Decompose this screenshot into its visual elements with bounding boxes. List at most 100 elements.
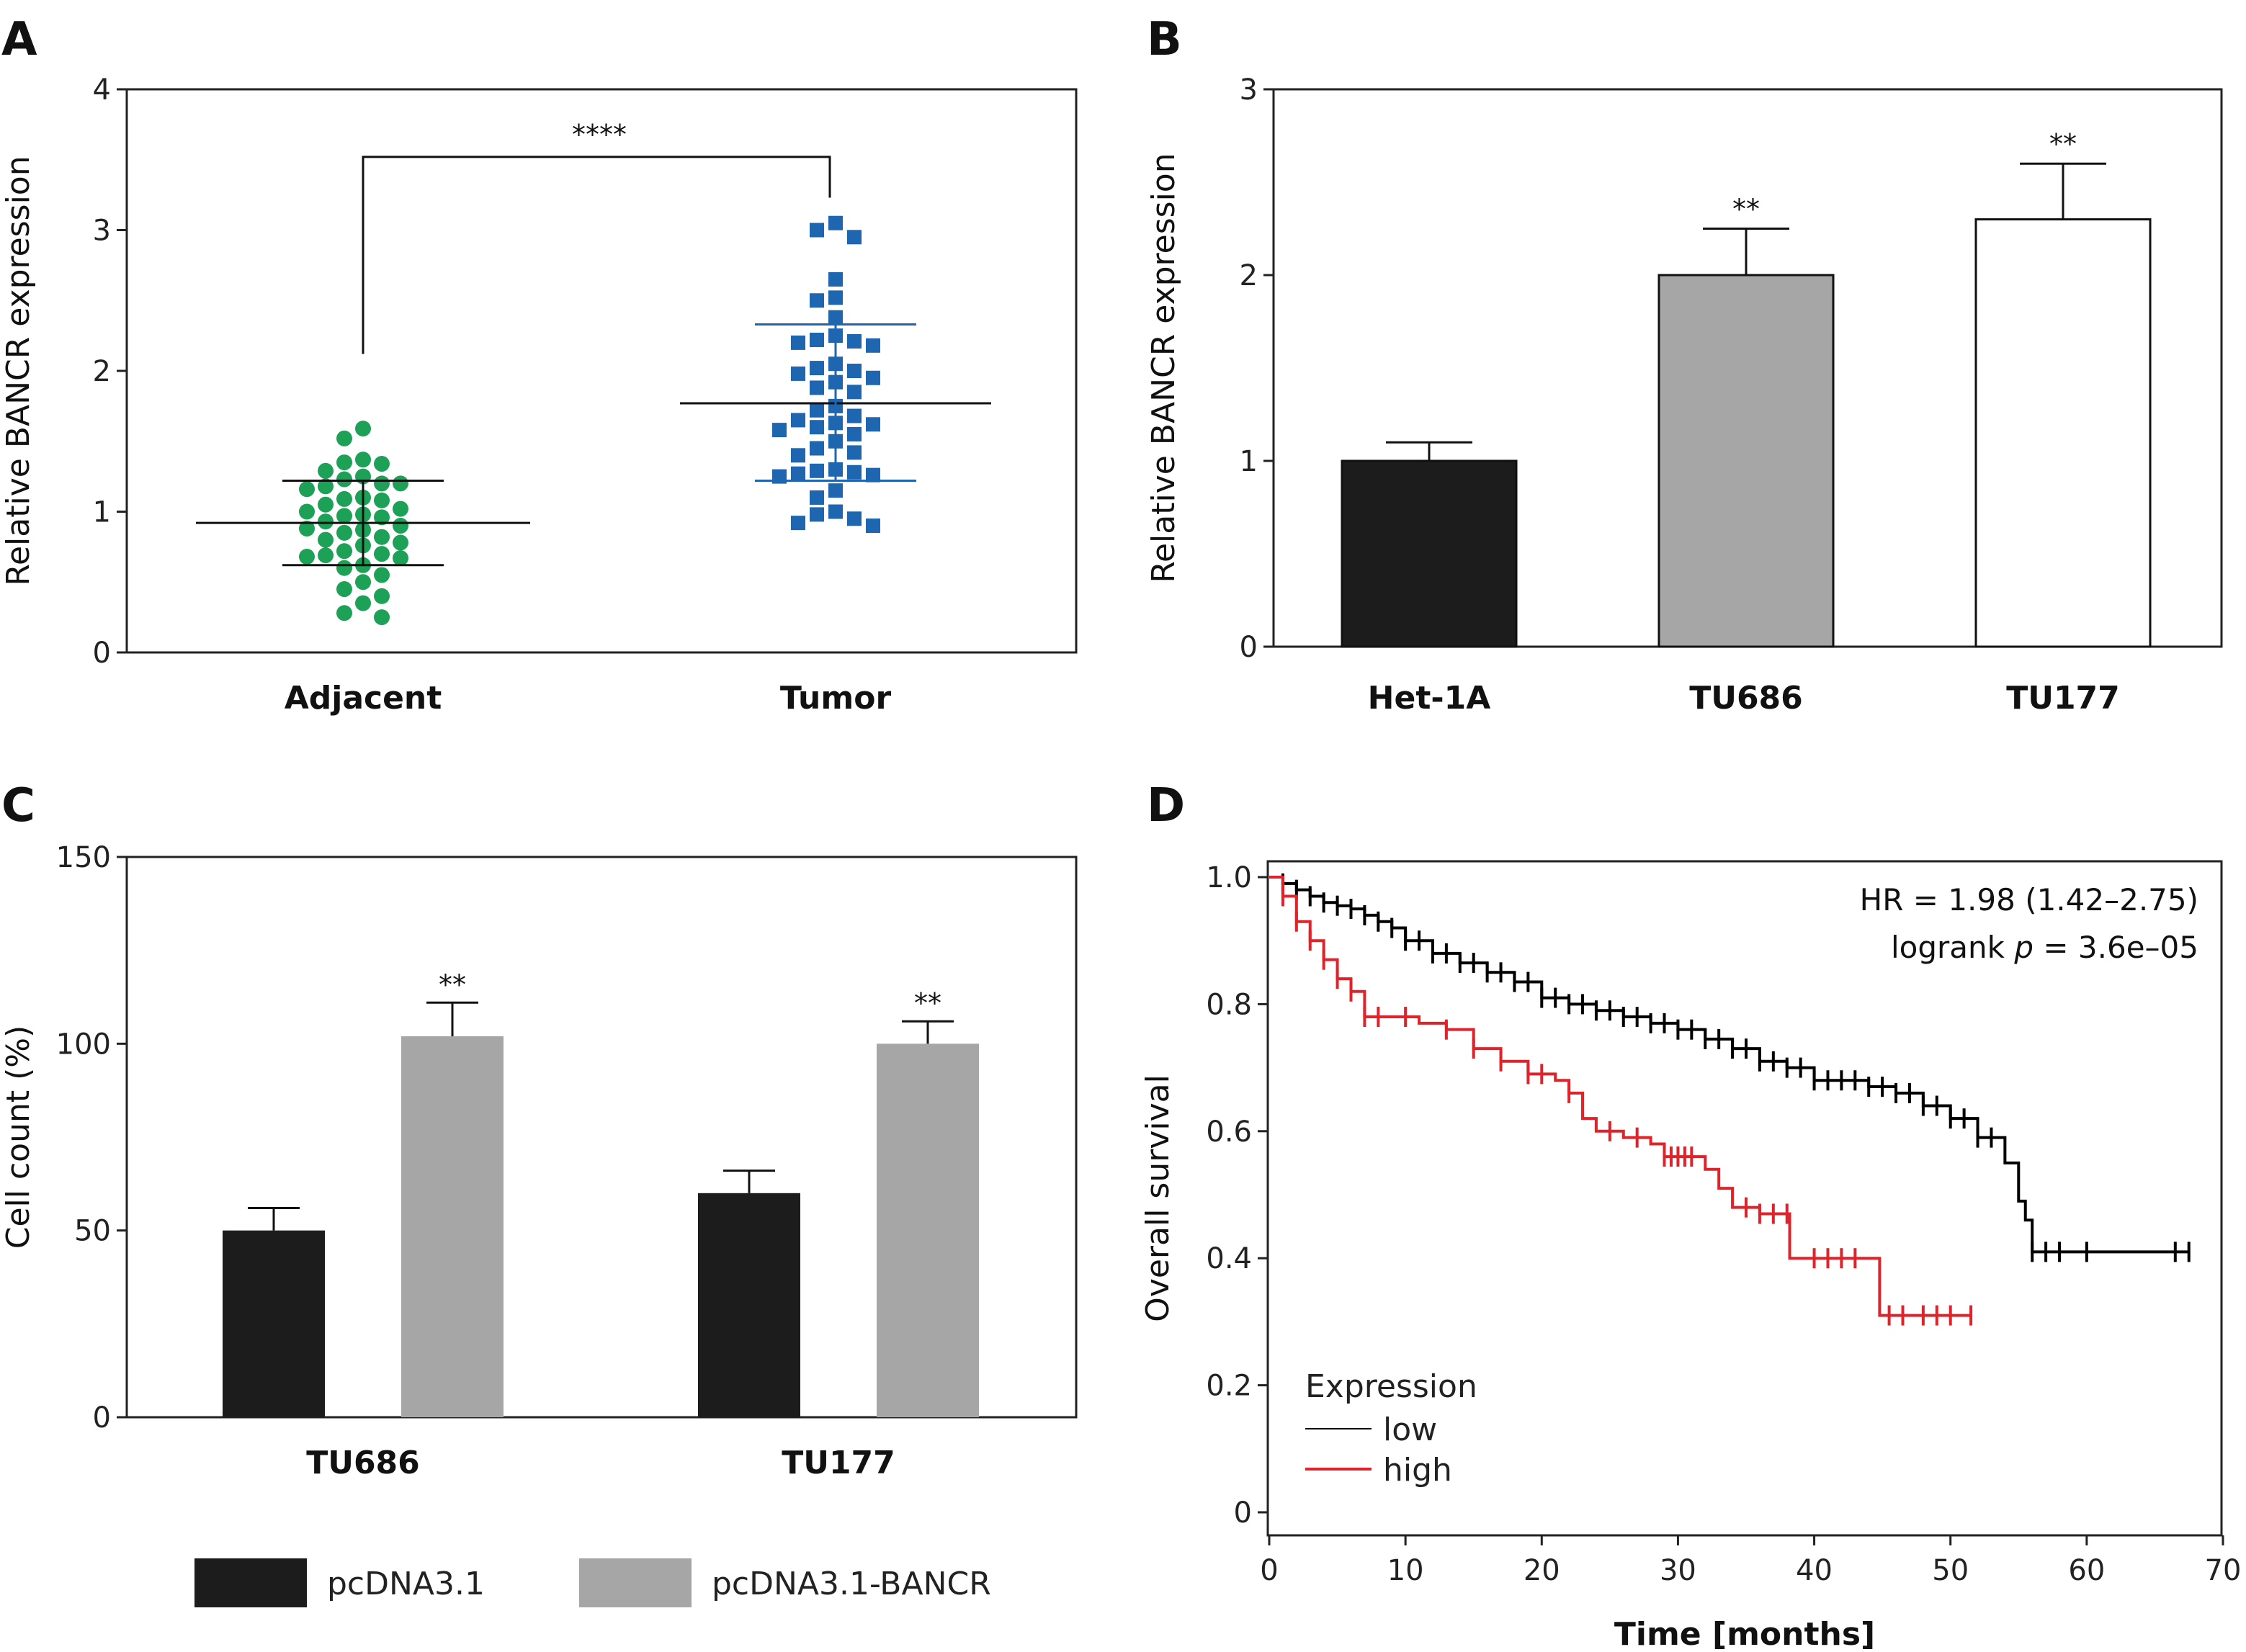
panel-a-adjacent-point [355, 574, 371, 591]
panel-a-tumor-point [828, 310, 843, 325]
panel-c-ytick-label: 0 [93, 1401, 111, 1435]
panel-a-adjacent-point [374, 546, 390, 562]
panel-c-x-category-label: TU177 [782, 1445, 895, 1481]
panel-d-ytick-label: 0.6 [1206, 1115, 1252, 1149]
panel-a-tumor-point [866, 417, 880, 432]
panel-a-tumor-point [810, 463, 824, 478]
panel-d-ytick-label: 0 [1234, 1496, 1252, 1530]
panel-a-adjacent-point [336, 605, 352, 621]
panel-a-tumor-point [847, 230, 862, 245]
panel-a-tumor-point [810, 293, 824, 308]
panel-a-adjacent-point [318, 531, 334, 548]
panel-a-tumor-point [847, 385, 862, 400]
panel-c-legend-swatch [194, 1558, 307, 1607]
panel-a-scatter: 0 1 2 3 4 Relative BANCR expression Adjacent Tu… [0, 73, 1078, 717]
panel-a-adjacent-point [355, 595, 371, 611]
panel-d-logrank: logrank p = 3.6e–05 [1891, 930, 2198, 965]
panel-a-tumor-point [866, 519, 880, 534]
panel-d-ytick-label: 0.2 [1206, 1370, 1252, 1403]
panel-c-ytick-label: 150 [56, 841, 111, 874]
panel-letter-d: D [1147, 779, 1185, 832]
panel-c-legend: pcDNA3.1 pcDNA3.1-BANCR [194, 1558, 991, 1607]
panel-c-legend-swatch [579, 1558, 692, 1607]
panel-d-xtick-label: 70 [2205, 1554, 2242, 1587]
panel-b-y-axis-label: Relative BANCR expression [1145, 153, 1182, 583]
panel-d-legend-label-high: high [1383, 1452, 1452, 1489]
panel-d-plot-frame [1266, 860, 2223, 1537]
panel-d-logrank-p: p [2013, 930, 2034, 965]
panel-d-xtick-label: 40 [1796, 1554, 1833, 1587]
panel-a-tumor-point [791, 448, 805, 463]
panel-a-ytick-label: 0 [93, 637, 111, 670]
panel-a-adjacent-point [299, 520, 315, 537]
panel-a-adjacent-point [336, 490, 352, 507]
panel-d-xtick-label: 30 [1660, 1554, 1696, 1587]
panel-a-adjacent-point [318, 462, 334, 479]
panel-d-xtick-label: 60 [2068, 1554, 2105, 1587]
panel-d-xtick-label: 0 [1260, 1554, 1278, 1587]
panel-a-adjacent-point [374, 475, 390, 492]
panel-a-adjacent-point [393, 518, 408, 534]
panel-a-ytick-label: 4 [93, 73, 111, 107]
panel-letter-c: C [1, 779, 35, 832]
panel-b-x-category-label: Het-1A [1368, 680, 1491, 717]
panel-a-adjacent-point [355, 421, 371, 437]
panel-c-ytick-label: 50 [74, 1215, 111, 1248]
panel-a-adjacent-point [336, 581, 352, 598]
panel-d-survival-plot: 0 0.2 0.4 0.6 0.8 1.0 0 10 20 30 40 50 60 70 Overall s… [1140, 860, 2242, 1652]
panel-a-tumor-point [810, 420, 824, 435]
panel-a-tumor-point [810, 361, 824, 376]
panel-c-ytick-label: 100 [56, 1028, 111, 1061]
panel-a-tumor-point [810, 490, 824, 505]
panel-a-adjacent-point [318, 496, 334, 513]
panel-a-adjacent-point [374, 529, 390, 545]
panel-a-tumor-point [772, 423, 787, 438]
panel-d-hazard-ratio: HR = 1.98 (1.42–2.75) [1860, 882, 2198, 917]
panel-a-adjacent-point [336, 508, 352, 524]
panel-a-adjacent-point [393, 550, 408, 567]
panel-a-tumor-point [847, 464, 862, 480]
panel-d-curve-high [1269, 876, 1972, 1317]
panel-b-significance-label: ** [2049, 128, 2077, 160]
panel-a-tumor-point [791, 366, 805, 381]
panel-c-plot-frame [125, 856, 1078, 1419]
panel-a-adjacent-point [299, 503, 315, 520]
panel-d-xtick-label: 50 [1932, 1554, 1969, 1587]
panel-a-ytick-label: 2 [93, 355, 111, 388]
panel-c-bar [877, 1043, 979, 1417]
panel-a-tumor-point [828, 504, 843, 519]
panel-b-ytick-label: 1 [1240, 445, 1258, 478]
panel-a-adjacent-point [374, 567, 390, 583]
panel-a-tumor-point [847, 333, 862, 349]
panel-b-bar-chart: 0 1 2 3 Relative BANCR expression Het-1A ** TU6… [1145, 73, 2223, 717]
panel-a-tumor-point [791, 516, 805, 531]
panel-a-tumor-point [810, 223, 824, 238]
panel-a-adjacent-point [374, 456, 390, 472]
panel-a-adjacent-point [336, 543, 352, 560]
panel-a-tumor-point [847, 364, 862, 378]
panel-a-significance-bracket [362, 156, 831, 354]
panel-a-tumor-point [828, 215, 843, 230]
panel-b-ytick-label: 3 [1240, 73, 1258, 107]
panel-d-legend-title: Expression [1305, 1368, 1477, 1405]
panel-a-y-axis-label: Relative BANCR expression [0, 156, 37, 585]
panel-a-plot-frame [125, 88, 1078, 654]
panel-a-tumor-point [810, 380, 824, 395]
panel-letter-b: B [1147, 13, 1182, 66]
panel-c-significance-label: ** [914, 987, 941, 1019]
panel-a-x-category-label: Tumor [780, 680, 892, 717]
panel-d-legend-label-low: low [1383, 1411, 1437, 1448]
panel-c-y-axis-label: Cell count (%) [0, 1025, 37, 1249]
panel-a-tumor-point [828, 290, 843, 305]
panel-c-grouped-bar-chart: 0 50 100 150 Cell count (%) TU686 ** TU177 ** [0, 841, 1078, 1481]
panel-a-adjacent-point [299, 549, 315, 565]
panel-b-bar-het-1a [1341, 459, 1518, 648]
panel-a-tumor-point [828, 483, 843, 498]
panel-a-tumor-point [791, 413, 805, 428]
panel-c-bar [698, 1193, 800, 1417]
panel-d-ytick-label: 1.0 [1206, 861, 1252, 894]
panel-c-x-category-label: TU686 [306, 1445, 420, 1481]
panel-d-y-axis-label: Overall survival [1140, 1074, 1176, 1322]
panel-c-bar [401, 1036, 504, 1417]
